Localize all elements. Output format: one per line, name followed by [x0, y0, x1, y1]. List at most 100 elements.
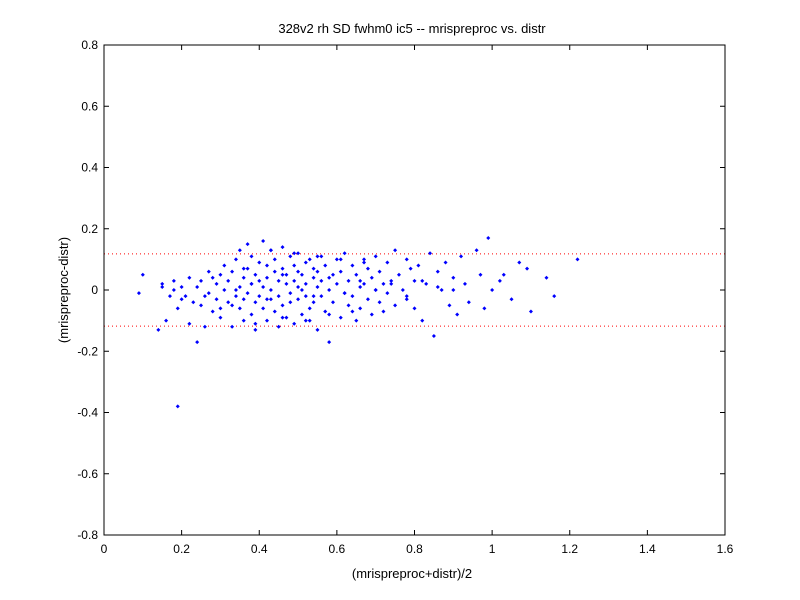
data-point — [160, 284, 165, 289]
data-point — [474, 248, 479, 253]
data-point — [292, 251, 297, 256]
data-point — [307, 306, 312, 311]
data-point — [311, 300, 316, 305]
data-point — [230, 269, 235, 274]
data-point — [222, 263, 227, 268]
data-point — [230, 324, 235, 329]
data-point — [451, 288, 456, 292]
data-point — [455, 312, 460, 317]
data-point — [237, 306, 242, 311]
data-point — [226, 300, 231, 305]
data-point — [424, 281, 429, 286]
data-point — [319, 278, 324, 283]
data-point — [218, 315, 223, 320]
data-point — [447, 303, 452, 308]
data-point — [385, 260, 390, 265]
data-point — [284, 315, 289, 320]
data-point — [241, 266, 246, 271]
data-point — [261, 306, 266, 311]
data-point — [420, 278, 425, 283]
data-point — [544, 275, 549, 280]
y-tick-label: 0.2 — [81, 222, 98, 236]
data-point — [509, 297, 514, 302]
data-point — [365, 266, 370, 271]
data-point — [482, 306, 487, 311]
data-point — [140, 272, 145, 277]
data-point — [272, 257, 277, 262]
data-point — [296, 269, 301, 274]
data-point — [404, 297, 409, 302]
data-point — [342, 291, 347, 296]
data-point — [202, 324, 207, 329]
data-point — [319, 294, 324, 299]
data-point — [373, 288, 378, 292]
data-point — [226, 278, 231, 283]
data-point — [330, 272, 335, 277]
data-point — [214, 297, 219, 302]
data-point — [327, 340, 332, 345]
data-point — [191, 300, 196, 305]
data-point — [323, 309, 328, 314]
data-point — [396, 272, 401, 277]
data-point — [253, 321, 258, 326]
data-point — [171, 288, 176, 292]
data-point — [265, 275, 270, 280]
data-point — [164, 318, 169, 323]
data-point — [265, 297, 270, 302]
data-point — [354, 272, 359, 277]
data-point — [358, 278, 363, 283]
data-point — [428, 251, 433, 256]
data-point — [439, 288, 444, 292]
x-tick-label: 0.6 — [329, 542, 346, 556]
data-point — [420, 318, 425, 323]
data-point — [350, 309, 355, 314]
data-point — [501, 272, 506, 277]
data-point — [350, 294, 355, 299]
data-point — [381, 309, 386, 314]
data-point — [175, 306, 180, 311]
data-point — [257, 278, 262, 283]
data-point — [490, 288, 495, 292]
data-point — [311, 275, 316, 280]
data-point — [249, 312, 254, 317]
data-point — [195, 340, 200, 345]
data-point — [214, 281, 219, 286]
data-point — [459, 254, 464, 259]
data-point — [280, 315, 285, 320]
data-point — [199, 303, 204, 308]
data-point — [233, 288, 238, 292]
data-point — [296, 297, 301, 302]
data-point — [179, 297, 184, 302]
data-point — [249, 254, 254, 259]
y-axis-label: (mrispreproc-distr) — [56, 237, 71, 343]
data-point — [497, 278, 502, 283]
data-point — [369, 275, 374, 280]
data-point — [346, 278, 351, 283]
data-point — [179, 284, 184, 289]
data-point — [451, 275, 456, 280]
data-point — [311, 294, 316, 299]
data-point — [292, 278, 297, 283]
data-point — [257, 260, 262, 265]
data-point — [315, 254, 320, 259]
data-point — [187, 321, 192, 326]
data-point — [292, 263, 297, 268]
data-point — [210, 275, 215, 280]
data-point — [296, 284, 301, 289]
y-tick-label: 0.6 — [81, 99, 98, 113]
data-point — [346, 303, 351, 308]
data-point — [327, 288, 332, 292]
data-point — [362, 281, 367, 286]
data-point — [222, 288, 227, 292]
data-point — [218, 306, 223, 311]
data-point — [311, 266, 316, 271]
data-point — [288, 291, 293, 296]
data-point — [334, 281, 339, 286]
data-point — [389, 278, 394, 283]
data-point — [261, 239, 266, 243]
data-point — [156, 327, 161, 332]
data-point — [404, 257, 409, 262]
data-point — [268, 297, 273, 302]
data-point — [486, 235, 491, 240]
